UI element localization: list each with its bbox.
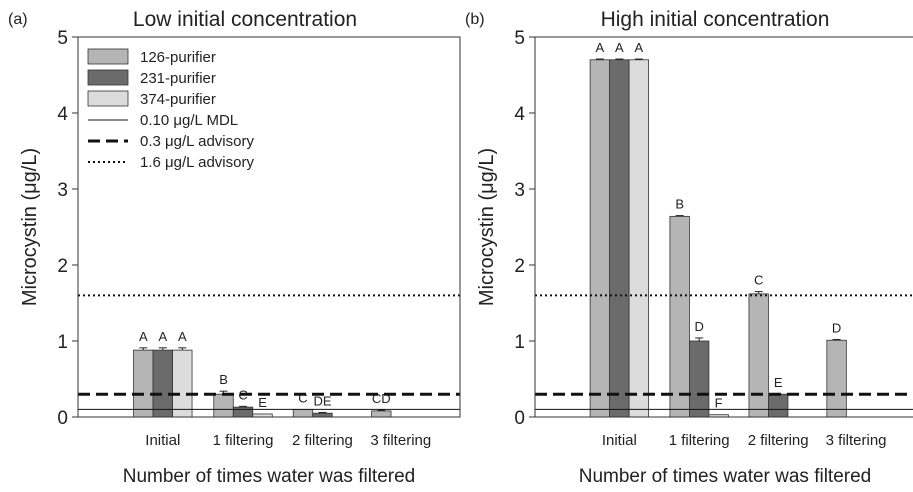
bar <box>689 340 710 418</box>
bar <box>133 349 154 418</box>
y-tick-label: 0 <box>514 408 525 429</box>
significance-label: A <box>635 40 644 55</box>
legend-label: 1.6 μg/L advisory <box>140 154 254 171</box>
bar <box>669 215 690 418</box>
y-tick-label: 2 <box>514 256 525 277</box>
significance-label: B <box>675 197 684 212</box>
y-tick-label: 3 <box>57 180 68 201</box>
x-tick-label: 1 filtering <box>669 432 730 449</box>
legend-label: 126-purifier <box>140 49 216 66</box>
bar <box>609 59 630 418</box>
panel-label: (a) <box>8 11 28 28</box>
significance-label: A <box>139 329 148 344</box>
x-tick-label: 2 filtering <box>748 432 809 449</box>
y-tick-label: 1 <box>514 332 525 353</box>
panel-label: (b) <box>465 11 485 28</box>
legend-label: 374-purifier <box>140 91 216 108</box>
significance-label: A <box>158 329 167 344</box>
legend-label: 231-purifier <box>140 70 216 87</box>
chart-title: High initial concentration <box>601 8 830 31</box>
y-tick-label: 3 <box>514 180 525 201</box>
bar <box>172 349 193 418</box>
significance-label: A <box>178 329 187 344</box>
y-tick-label: 4 <box>514 104 525 125</box>
bar <box>213 393 234 418</box>
x-axis-label: Number of times water was filtered <box>579 466 872 487</box>
x-tick-label: 1 filtering <box>213 432 274 449</box>
x-tick-label: 3 filtering <box>370 432 431 449</box>
legend-swatch <box>87 69 129 86</box>
significance-label: D <box>694 319 703 334</box>
x-tick-label: 3 filtering <box>826 432 887 449</box>
bar <box>589 59 611 418</box>
significance-label: A <box>596 40 605 55</box>
x-axis-label: Number of times water was filtered <box>123 466 416 487</box>
y-tick-label: 1 <box>57 332 68 353</box>
bar <box>826 339 847 418</box>
bar <box>312 412 333 418</box>
legend: 126-purifier 231-purifier 374-purifier 0.10… <box>87 48 254 171</box>
chart-panel-1: (a) Low initial concentration 0 1 2 3 4 5 Microc… <box>8 8 461 487</box>
plot-frame <box>77 36 461 418</box>
bar <box>371 410 392 418</box>
x-tick-label: Initial <box>145 432 180 449</box>
y-tick-label: 4 <box>57 104 68 125</box>
significance-label: A <box>615 40 624 55</box>
significance-label: B <box>219 372 228 387</box>
chart-title: Low initial concentration <box>133 8 357 31</box>
significance-label: C <box>298 390 307 405</box>
bar <box>232 406 254 418</box>
legend-swatch <box>87 48 129 65</box>
significance-label: DE <box>313 393 331 408</box>
y-tick-label: 2 <box>57 256 68 277</box>
bar <box>152 349 173 418</box>
x-tick-label: 2 filtering <box>292 432 353 449</box>
y-axis-label: Microcystin (μg/L) <box>476 148 498 306</box>
significance-label: E <box>258 395 267 410</box>
y-tick-label: 0 <box>57 408 68 429</box>
bar <box>748 293 769 418</box>
significance-label: F <box>715 396 723 411</box>
legend-label: 0.3 μg/L advisory <box>140 133 254 150</box>
significance-label: C <box>754 273 763 288</box>
significance-label: D <box>832 320 841 335</box>
legend-label: 0.10 μg/L MDL <box>140 112 238 129</box>
y-tick-label: 5 <box>57 28 68 49</box>
chart-panel-2: (b) High initial concentration 0 1 2 3 4 5 Micro… <box>465 8 913 487</box>
legend-swatch <box>87 90 129 107</box>
bar <box>628 59 650 418</box>
x-tick-label: Initial <box>602 432 637 449</box>
bar <box>768 393 789 418</box>
y-axis-label: Microcystin (μg/L) <box>19 148 41 306</box>
significance-label: E <box>774 375 783 390</box>
bar <box>292 408 314 418</box>
y-tick-label: 5 <box>514 28 525 49</box>
plot-frame <box>534 36 913 418</box>
